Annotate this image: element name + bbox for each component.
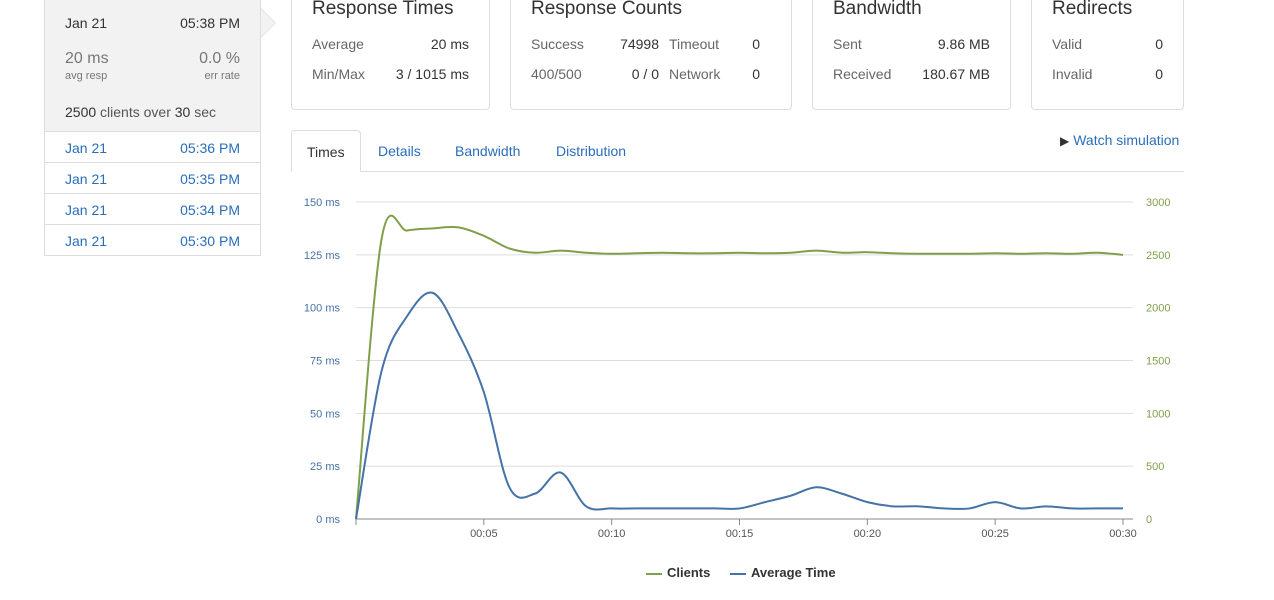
active-run-date: Jan 21 (65, 15, 108, 31)
response-counts-panel: Response Counts Success 74998 Timeout 0 … (510, 0, 792, 110)
clients-summary: 2500 clients over 30 sec (65, 104, 216, 120)
timeout-value: 0 (752, 36, 760, 52)
run-item[interactable]: Jan 21 05:35 PM (45, 163, 260, 194)
received-value: 180.67 MB (922, 66, 990, 82)
tab-distribution[interactable]: Distribution (556, 143, 627, 159)
left-axis-tick-label: 0 ms (316, 514, 340, 526)
minmax-label: Min/Max (312, 66, 365, 82)
x-axis-tick-label: 00:30 (1109, 528, 1137, 540)
redirects-panel: Redirects Valid 0 Invalid 0 (1031, 0, 1184, 110)
x-axis-tick-label: 00:25 (981, 528, 1009, 540)
active-run-time: 05:38 PM (180, 15, 240, 31)
right-axis-tick-label: 2500 (1146, 250, 1170, 262)
minmax-value: 3 / 1015 ms (395, 66, 469, 82)
tab-details[interactable]: Details (378, 143, 421, 159)
response-chart: 0 ms 0 25 ms 500 50 ms 1000 75 ms 1500 100 ms 200… (304, 197, 1171, 540)
tab-bandwidth[interactable]: Bandwidth (455, 143, 521, 159)
legend-average-time[interactable]: Average Time (730, 565, 836, 580)
run-time[interactable]: 05:35 PM (180, 171, 240, 187)
tab-times[interactable]: Times (291, 130, 361, 172)
response-counts-title: Response Counts (531, 0, 683, 19)
right-axis-tick-label: 2000 (1146, 303, 1170, 315)
left-axis-tick-label: 100 ms (304, 303, 341, 315)
received-label: Received (833, 66, 892, 82)
run-date[interactable]: Jan 21 (65, 171, 108, 187)
left-axis-tick-label: 50 ms (310, 408, 340, 420)
avg-resp-label: avg resp (65, 70, 108, 82)
valid-label: Valid (1052, 36, 1083, 52)
run-item[interactable]: Jan 21 05:30 PM (45, 225, 260, 256)
response-times-title: Response Times (312, 0, 454, 19)
left-axis-tick-label: 75 ms (310, 356, 340, 368)
left-axis-tick-label: 150 ms (304, 197, 341, 209)
play-icon: ▶ (1060, 134, 1070, 148)
duration-unit: sec (194, 104, 217, 120)
right-axis-tick-label: 3000 (1146, 197, 1170, 209)
sent-label: Sent (833, 36, 862, 52)
err-rate-value: 0.0 % (199, 50, 240, 67)
run-history-sidebar: Jan 21 05:38 PM 20 ms avg resp 0.0 % err… (44, 0, 276, 256)
sent-value: 9.86 MB (937, 36, 990, 52)
x-axis-tick-label: 00:15 (726, 528, 754, 540)
right-axis-tick-label: 1500 (1146, 356, 1170, 368)
clients-text: clients over (100, 104, 171, 120)
x-axis-tick-label: 00:20 (854, 528, 882, 540)
err-rate-label: err rate (204, 70, 240, 82)
active-indicator (261, 9, 275, 37)
network-label: Network (669, 66, 721, 82)
network-value: 0 (752, 66, 760, 82)
success-value: 74998 (620, 36, 659, 52)
run-date[interactable]: Jan 21 (65, 140, 108, 156)
watch-simulation-link[interactable]: ▶ Watch simulation (1060, 132, 1179, 148)
x-axis-tick-label: 00:10 (598, 528, 626, 540)
valid-value: 0 (1155, 36, 1163, 52)
x-axis-tick-label: 00:05 (470, 528, 498, 540)
chart-tabs: Times Details Bandwidth Distribution (291, 130, 1184, 172)
bandwidth-title: Bandwidth (833, 0, 922, 19)
left-axis-tick-label: 25 ms (310, 461, 340, 473)
active-run-item[interactable]: Jan 21 05:38 PM 20 ms avg resp 0.0 % err… (45, 0, 276, 132)
average-time-series-line (355, 291, 1123, 520)
run-time[interactable]: 05:34 PM (180, 202, 240, 218)
legend-average-time-swatch (730, 572, 746, 575)
run-time[interactable]: 05:36 PM (180, 140, 240, 156)
right-axis-tick-label: 500 (1146, 461, 1164, 473)
right-axis-tick-label: 1000 (1146, 408, 1170, 420)
left-axis-tick-label: 125 ms (304, 250, 341, 262)
run-date[interactable]: Jan 21 (65, 233, 108, 249)
legend-clients[interactable]: Clients (646, 565, 710, 580)
legend-clients-label: Clients (667, 565, 711, 580)
errors-label: 400/500 (531, 66, 582, 82)
avg-resp-value: 20 ms (65, 50, 109, 67)
legend-clients-swatch (646, 572, 662, 575)
right-axis-tick-label: 0 (1146, 514, 1152, 526)
run-item[interactable]: Jan 21 05:34 PM (45, 194, 260, 225)
clients-series-line (355, 214, 1124, 520)
clients-count: 2500 (65, 104, 97, 120)
run-time[interactable]: 05:30 PM (180, 233, 240, 249)
invalid-value: 0 (1155, 66, 1163, 82)
run-date[interactable]: Jan 21 (65, 202, 108, 218)
run-item[interactable]: Jan 21 05:36 PM (45, 132, 260, 163)
success-label: Success (531, 36, 584, 52)
response-times-panel: Response Times Average 20 ms Min/Max 3 /… (291, 0, 490, 110)
bandwidth-panel: Bandwidth Sent 9.86 MB Received 180.67 M… (812, 0, 1011, 110)
average-label: Average (312, 36, 364, 52)
invalid-label: Invalid (1052, 66, 1093, 82)
errors-value: 0 / 0 (631, 66, 659, 82)
duration-value: 30 (174, 104, 191, 120)
watch-simulation-label: Watch simulation (1073, 132, 1180, 148)
legend-average-time-label: Average Time (751, 565, 836, 580)
timeout-label: Timeout (669, 36, 720, 52)
redirects-title: Redirects (1052, 0, 1133, 19)
average-value: 20 ms (430, 36, 469, 52)
